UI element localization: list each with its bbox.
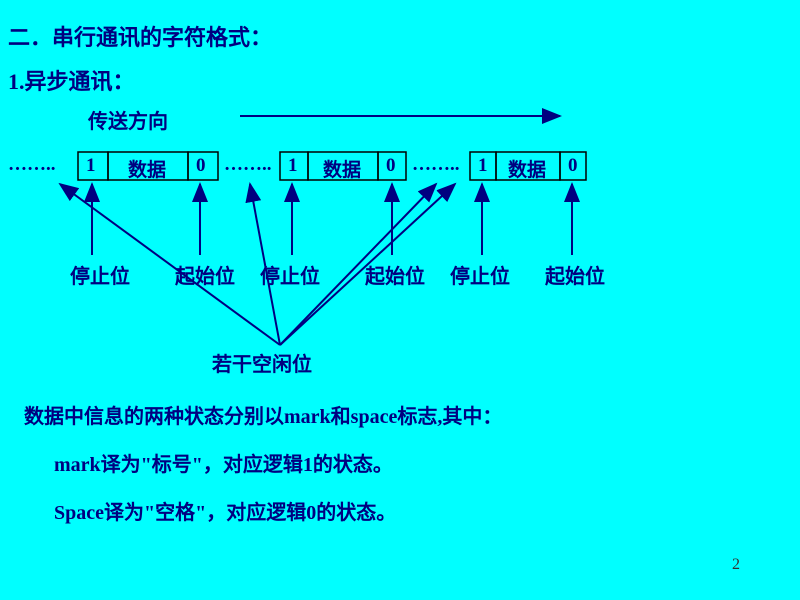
- cell-one: 1: [288, 155, 298, 177]
- dots: ……..: [8, 154, 56, 176]
- stop-bit-label: 停止位: [260, 260, 320, 289]
- heading-1: 二．串行通讯的字符格式：: [8, 20, 272, 52]
- paragraph-1: 数据中信息的两种状态分别以mark和space标志,其中：: [24, 400, 502, 429]
- cell-data: 数据: [508, 155, 546, 182]
- dots: ……..: [224, 154, 272, 176]
- cell-zero: 0: [196, 155, 206, 177]
- start-bit-label: 起始位: [365, 260, 425, 289]
- cell-zero: 0: [568, 155, 578, 177]
- direction-label: 传送方向: [88, 105, 168, 134]
- page-number: 2: [732, 556, 740, 574]
- cell-data: 数据: [323, 155, 361, 182]
- cell-data: 数据: [128, 155, 166, 182]
- cell-one: 1: [478, 155, 488, 177]
- stop-bit-label: 停止位: [450, 260, 510, 289]
- stop-bit-label: 停止位: [70, 260, 130, 289]
- idle-label: 若干空闲位: [212, 348, 312, 377]
- paragraph-2: mark译为"标号"，对应逻辑1的状态。: [54, 448, 393, 477]
- start-bit-label: 起始位: [545, 260, 605, 289]
- start-bit-label: 起始位: [175, 260, 235, 289]
- dots: ……..: [412, 154, 460, 176]
- paragraph-3: Space译为"空格"，对应逻辑0的状态。: [54, 496, 396, 525]
- heading-2: 1.异步通讯：: [8, 64, 135, 96]
- cell-zero: 0: [386, 155, 396, 177]
- cell-one: 1: [86, 155, 96, 177]
